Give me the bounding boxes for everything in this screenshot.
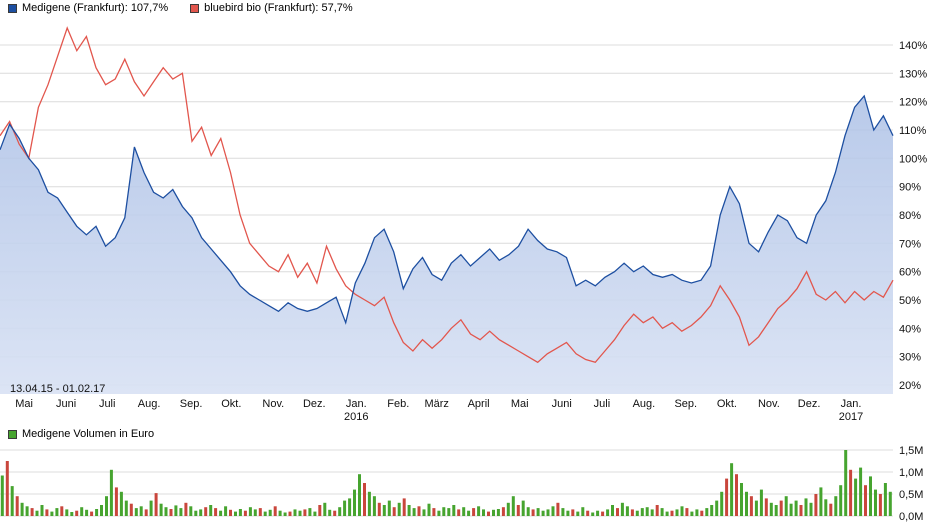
- svg-text:70%: 70%: [899, 238, 921, 250]
- legend-item-bluebird: bluebird bio (Frankfurt): 57,7%: [190, 2, 353, 14]
- svg-text:Aug.: Aug.: [633, 398, 656, 410]
- svg-text:Juni: Juni: [552, 398, 572, 410]
- svg-text:Juli: Juli: [99, 398, 116, 410]
- svg-text:Jan.: Jan.: [346, 398, 367, 410]
- svg-text:März: März: [424, 398, 448, 410]
- svg-text:Sep.: Sep.: [180, 398, 203, 410]
- price-chart-legend: Medigene (Frankfurt): 107,7% bluebird bi…: [0, 0, 940, 16]
- svg-text:Dez.: Dez.: [798, 398, 821, 410]
- svg-text:Dez.: Dez.: [303, 398, 326, 410]
- svg-text:20%: 20%: [899, 380, 921, 392]
- svg-text:Juli: Juli: [594, 398, 611, 410]
- svg-text:Okt.: Okt.: [221, 398, 241, 410]
- svg-text:80%: 80%: [899, 210, 921, 222]
- svg-text:Nov.: Nov.: [758, 398, 780, 410]
- svg-text:Mai: Mai: [15, 398, 33, 410]
- svg-text:1,5M: 1,5M: [899, 445, 923, 457]
- bluebird-series-swatch-icon: [190, 3, 200, 13]
- svg-text:Aug.: Aug.: [138, 398, 161, 410]
- svg-text:40%: 40%: [899, 323, 921, 335]
- volume-legend-label: Medigene Volumen in Euro: [22, 428, 155, 440]
- medigene-series-swatch-icon: [8, 3, 17, 13]
- svg-text:13.04.15 - 01.02.17: 13.04.15 - 01.02.17: [10, 383, 105, 395]
- legend-item-volume: Medigene Volumen in Euro: [8, 428, 154, 440]
- svg-text:130%: 130%: [899, 68, 927, 80]
- svg-text:April: April: [468, 398, 490, 410]
- volume-chart-canvas: 1,5M 1,0M 0,5M 0,0M: [0, 445, 923, 523]
- svg-text:Nov.: Nov.: [262, 398, 284, 410]
- svg-text:90%: 90%: [899, 182, 921, 194]
- svg-text:100%: 100%: [899, 153, 927, 165]
- volume-series-swatch-icon: [8, 429, 17, 439]
- svg-text:120%: 120%: [899, 97, 927, 109]
- medigene-legend-label: Medigene (Frankfurt): 107,7%: [22, 2, 169, 14]
- svg-text:Sep.: Sep.: [674, 398, 697, 410]
- svg-text:0,5M: 0,5M: [899, 489, 923, 501]
- svg-text:140%: 140%: [899, 40, 927, 52]
- svg-text:Feb.: Feb.: [387, 398, 409, 410]
- volume-chart-legend: Medigene Volumen in Euro: [0, 426, 940, 442]
- legend-item-medigene: Medigene (Frankfurt): 107,7%: [8, 2, 168, 14]
- bluebird-legend-label: bluebird bio (Frankfurt): 57,7%: [204, 2, 353, 14]
- price-chart-canvas: 140% 130% 120% 110% 100% 90% 80% 70% 60% 50% 40% 30…: [0, 26, 927, 423]
- svg-text:Juni: Juni: [56, 398, 76, 410]
- svg-text:60%: 60%: [899, 267, 921, 279]
- svg-text:30%: 30%: [899, 352, 921, 364]
- svg-text:110%: 110%: [899, 125, 927, 137]
- svg-text:2016: 2016: [344, 411, 368, 423]
- svg-text:0,0M: 0,0M: [899, 511, 923, 523]
- svg-text:Okt.: Okt.: [717, 398, 737, 410]
- svg-text:Mai: Mai: [511, 398, 529, 410]
- svg-text:50%: 50%: [899, 295, 921, 307]
- svg-text:2017: 2017: [839, 411, 863, 423]
- svg-text:1,0M: 1,0M: [899, 467, 923, 479]
- svg-text:Jan.: Jan.: [841, 398, 862, 410]
